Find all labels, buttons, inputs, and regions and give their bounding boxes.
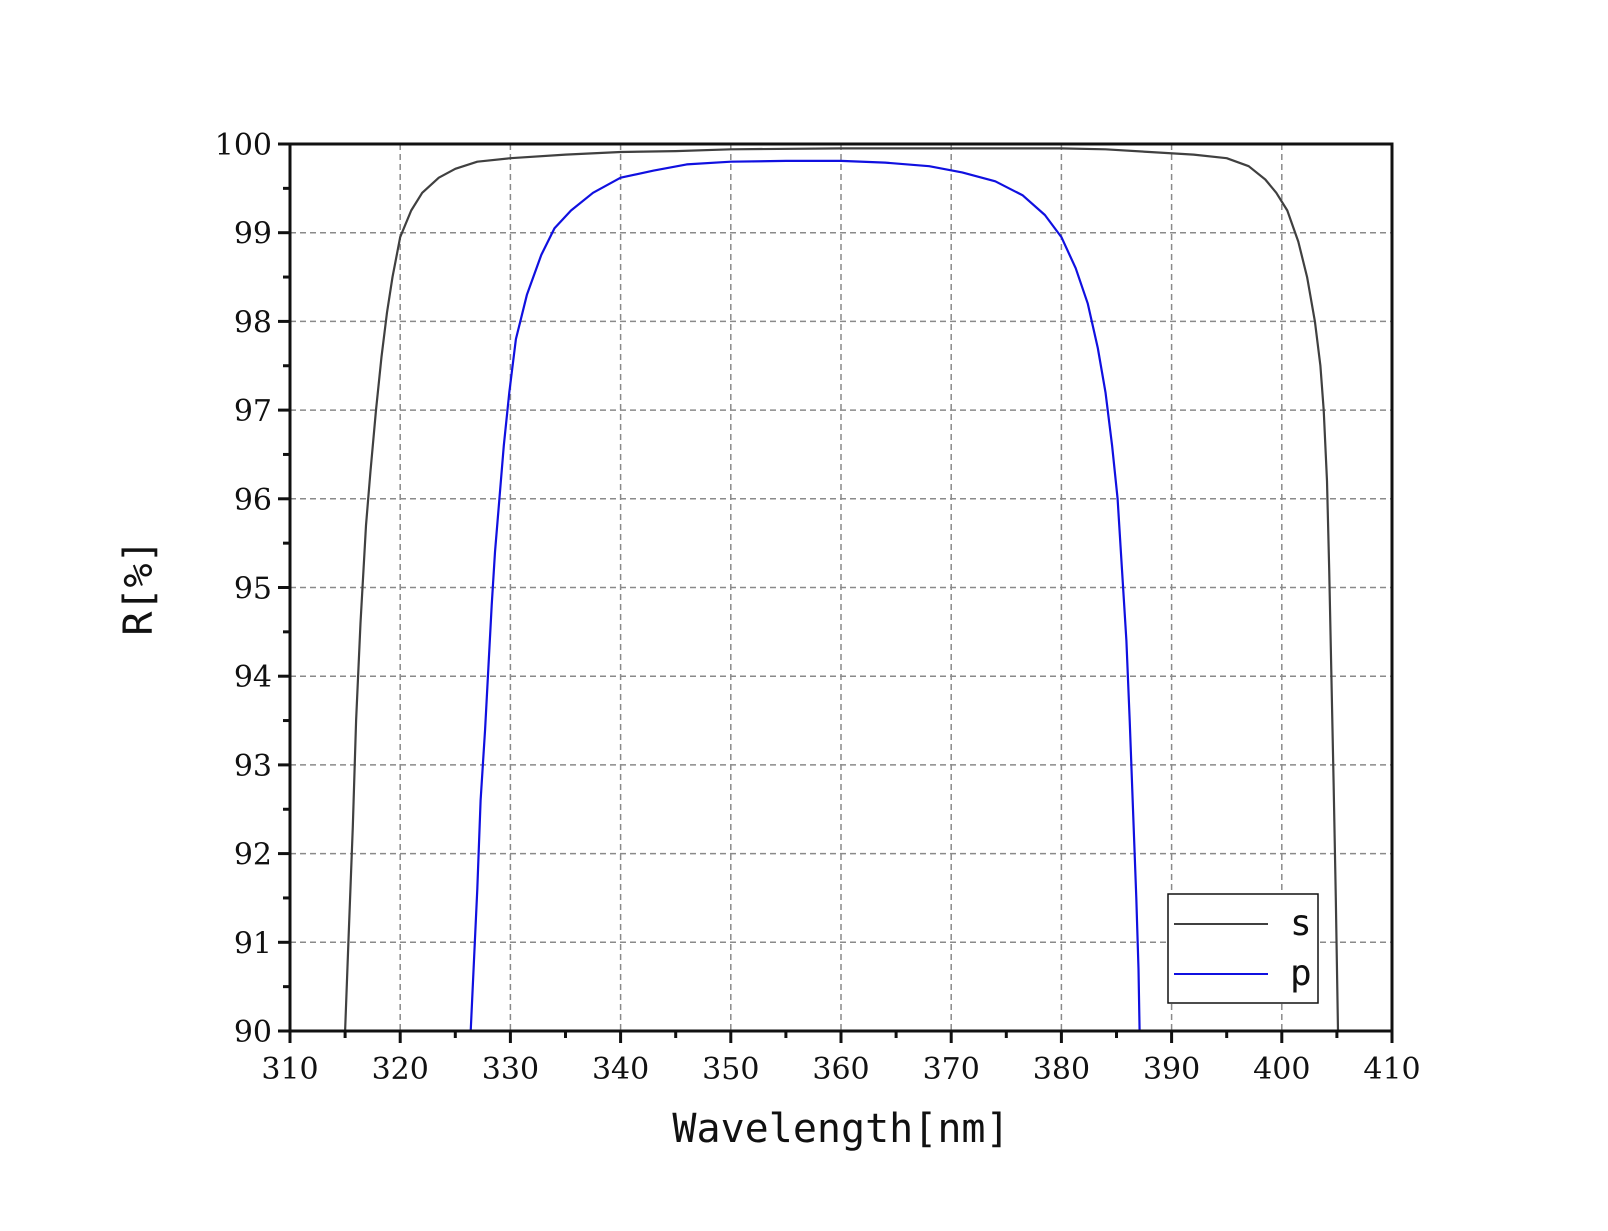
- legend: s p: [1167, 893, 1319, 1004]
- series-line-p: [469, 159, 1141, 1032]
- x-tick-label: 380: [1033, 1052, 1090, 1087]
- legend-box: [1167, 893, 1319, 1004]
- x-tick-label: 390: [1143, 1052, 1200, 1087]
- grid-lines: [290, 144, 1392, 1031]
- y-tick-label: 92: [234, 838, 272, 873]
- y-tick-label: 97: [234, 394, 272, 429]
- x-tick-label: 370: [923, 1052, 980, 1087]
- x-tick-label: 400: [1253, 1052, 1310, 1087]
- y-tick-labels: 90 91 92 93 94 95 96 97 98 99 100: [215, 128, 272, 1050]
- x-tick-label: 310: [261, 1052, 318, 1087]
- y-tick-label: 98: [234, 305, 272, 340]
- series-line-s: [344, 147, 1340, 1032]
- series-layer: [344, 147, 1340, 1032]
- y-tick-label: 90: [234, 1015, 272, 1050]
- axis-ticks: [278, 142, 1394, 1043]
- y-tick-label: 91: [234, 926, 272, 961]
- y-tick-label: 95: [234, 572, 272, 607]
- y-tick-label: 96: [234, 483, 272, 518]
- legend-label-p: p: [1290, 953, 1312, 994]
- y-tick-label: 94: [234, 660, 272, 695]
- y-axis-title: R[%]: [116, 539, 162, 635]
- y-tick-label: 93: [234, 749, 272, 784]
- x-tick-label: 330: [482, 1052, 539, 1087]
- legend-label-s: s: [1290, 903, 1312, 944]
- x-tick-label: 340: [592, 1052, 649, 1087]
- x-tick-label: 410: [1363, 1052, 1420, 1087]
- y-tick-label: 99: [234, 217, 272, 252]
- x-tick-label: 320: [372, 1052, 429, 1087]
- x-tick-label: 360: [812, 1052, 869, 1087]
- x-axis-title: Wavelength[nm]: [672, 1106, 1009, 1152]
- x-tick-labels: 310 320 330 340 350 360 370 380 390 400 410: [261, 1052, 1420, 1087]
- y-tick-label: 100: [215, 128, 272, 163]
- x-tick-label: 350: [702, 1052, 759, 1087]
